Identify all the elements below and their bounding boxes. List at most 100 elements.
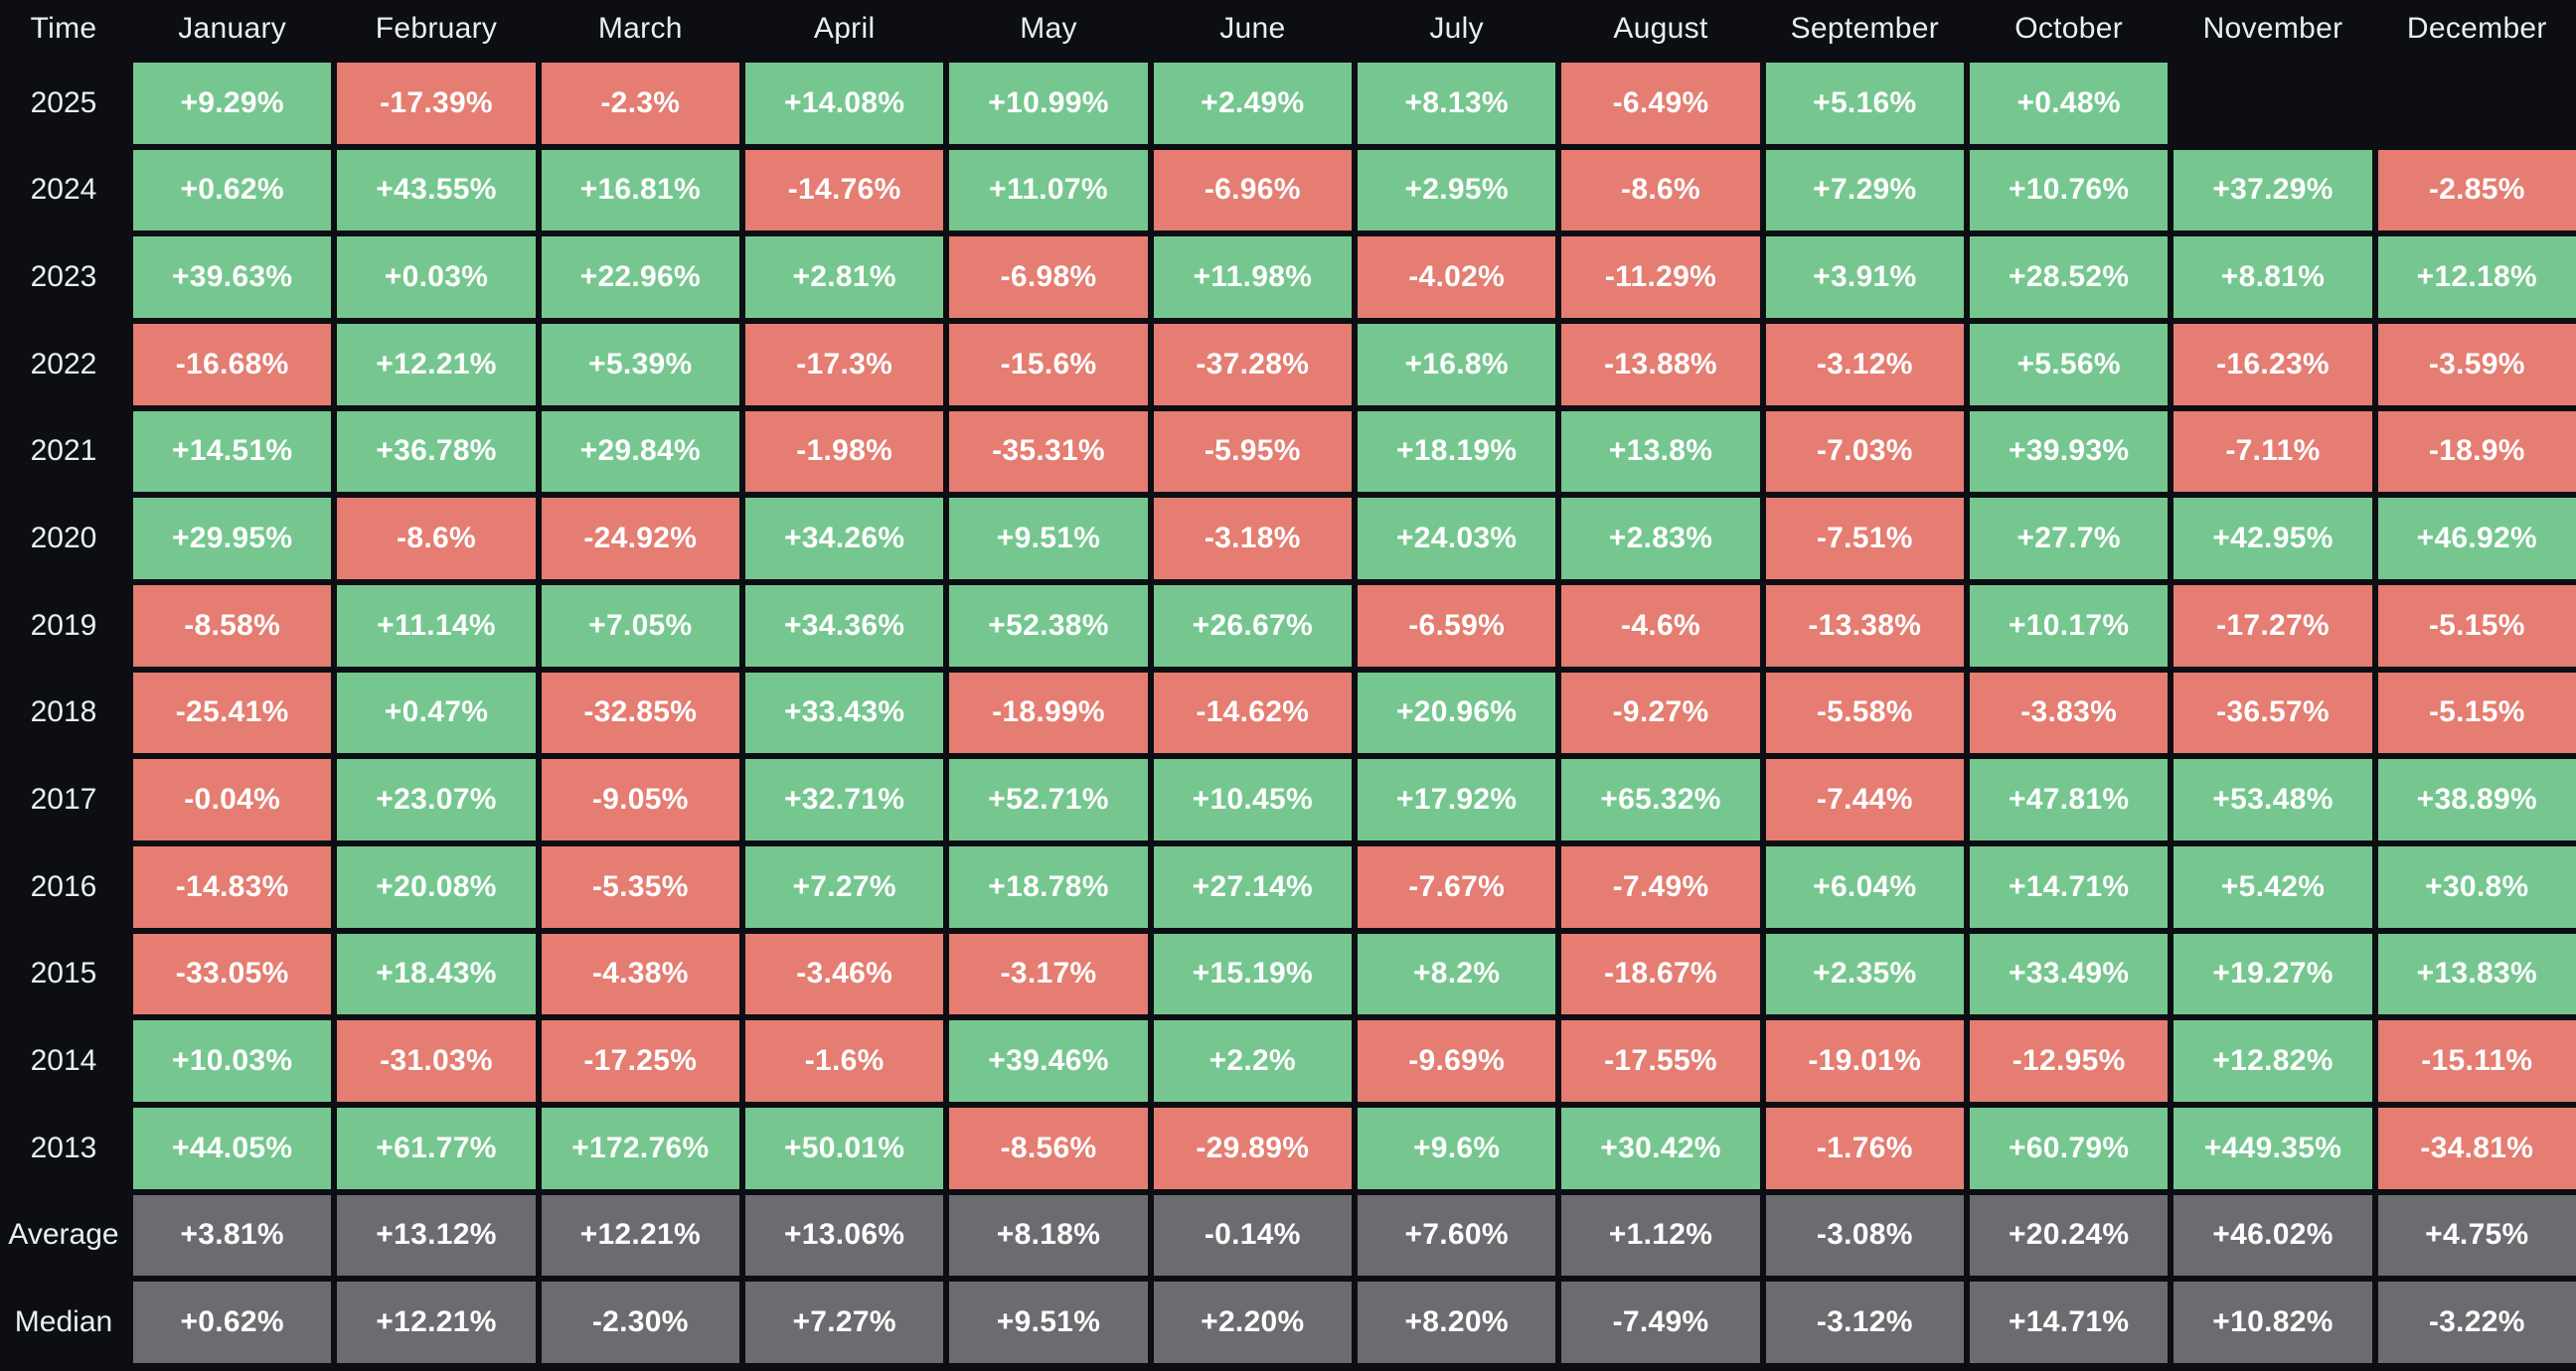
return-cell: -16.23%	[2174, 323, 2372, 405]
return-cell: -4.02%	[1357, 236, 1556, 318]
return-cell: +8.2%	[1357, 933, 1556, 1015]
month-column-header-february: February	[375, 11, 498, 45]
return-cell: +20.96%	[1357, 672, 1556, 754]
summary-return-cell: -7.49%	[1561, 1282, 1760, 1363]
return-cell: -7.44%	[1765, 759, 1964, 840]
summary-return-cell: +20.24%	[1969, 1194, 2169, 1277]
return-cell: -8.58%	[133, 584, 332, 667]
row-label-2017: 2017	[30, 783, 97, 817]
row-label-2019: 2019	[30, 608, 97, 642]
row-label-median: Median	[14, 1305, 113, 1339]
return-cell: +18.43%	[337, 933, 536, 1015]
return-cell: -25.41%	[133, 672, 332, 754]
return-cell: +172.76%	[541, 1107, 739, 1189]
return-cell: -7.51%	[1765, 498, 1964, 579]
return-cell: -14.76%	[744, 149, 944, 231]
return-cell: +15.19%	[1153, 933, 1352, 1015]
return-cell: +50.01%	[744, 1107, 944, 1189]
return-cell: +20.08%	[337, 845, 536, 928]
return-cell: +7.05%	[541, 584, 739, 667]
return-cell: +22.96%	[541, 236, 739, 318]
month-column-header-august: August	[1613, 11, 1708, 45]
return-cell: -5.95%	[1153, 410, 1352, 493]
month-column-header-april: April	[813, 11, 876, 45]
month-column-header-september: September	[1790, 11, 1940, 45]
return-cell: +53.48%	[2174, 759, 2372, 840]
summary-return-cell: -3.08%	[1765, 1194, 1964, 1277]
return-cell: +2.2%	[1153, 1020, 1352, 1102]
return-cell: -6.98%	[949, 236, 1148, 318]
return-cell: +10.45%	[1153, 759, 1352, 840]
return-cell: +34.36%	[744, 584, 944, 667]
return-cell: -6.96%	[1153, 149, 1352, 231]
summary-return-cell: +10.82%	[2174, 1282, 2372, 1363]
return-cell: -8.6%	[337, 498, 536, 579]
return-cell: -37.28%	[1153, 323, 1352, 405]
return-cell: -19.01%	[1765, 1020, 1964, 1102]
return-cell: +39.46%	[949, 1020, 1148, 1102]
return-cell: -14.83%	[133, 845, 332, 928]
return-cell: -18.67%	[1561, 933, 1760, 1015]
return-cell: +26.67%	[1153, 584, 1352, 667]
return-cell: -1.98%	[744, 410, 944, 493]
return-cell: +47.81%	[1969, 759, 2169, 840]
return-cell: +2.83%	[1561, 498, 1760, 579]
return-cell: +28.52%	[1969, 236, 2169, 318]
summary-return-cell: -2.30%	[541, 1282, 739, 1363]
month-column-header-july: July	[1429, 11, 1484, 45]
return-cell: -12.95%	[1969, 1020, 2169, 1102]
return-cell: -29.89%	[1153, 1107, 1352, 1189]
row-label-2018: 2018	[30, 695, 97, 729]
return-cell: +27.7%	[1969, 498, 2169, 579]
return-cell: -18.9%	[2377, 410, 2576, 493]
return-cell: +18.19%	[1357, 410, 1556, 493]
return-cell: -1.6%	[744, 1020, 944, 1102]
return-cell: -9.27%	[1561, 672, 1760, 754]
return-cell: +2.35%	[1765, 933, 1964, 1015]
return-cell: -11.29%	[1561, 236, 1760, 318]
return-cell: +34.26%	[744, 498, 944, 579]
return-cell: -16.68%	[133, 323, 332, 405]
return-cell: -13.38%	[1765, 584, 1964, 667]
return-cell: +12.18%	[2377, 236, 2576, 318]
return-cell: +10.17%	[1969, 584, 2169, 667]
return-cell: +44.05%	[133, 1107, 332, 1189]
return-cell: +13.83%	[2377, 933, 2576, 1015]
return-cell: +38.89%	[2377, 759, 2576, 840]
summary-return-cell: +8.20%	[1357, 1282, 1556, 1363]
return-cell: -6.59%	[1357, 584, 1556, 667]
return-cell: -0.04%	[133, 759, 332, 840]
summary-return-cell: +12.21%	[337, 1282, 536, 1363]
return-cell: -36.57%	[2174, 672, 2372, 754]
empty-cell	[2378, 63, 2576, 144]
return-cell: +46.92%	[2377, 498, 2576, 579]
return-cell: -15.6%	[949, 323, 1148, 405]
return-cell: +2.81%	[744, 236, 944, 318]
summary-return-cell: +9.51%	[949, 1282, 1148, 1363]
return-cell: +11.98%	[1153, 236, 1352, 318]
return-cell: +0.03%	[337, 236, 536, 318]
return-cell: -15.11%	[2377, 1020, 2576, 1102]
return-cell: +11.14%	[337, 584, 536, 667]
return-cell: +9.51%	[949, 498, 1148, 579]
return-cell: -5.35%	[541, 845, 739, 928]
summary-return-cell: +13.06%	[744, 1194, 944, 1277]
return-cell: +5.16%	[1765, 63, 1964, 144]
row-label-average: Average	[8, 1218, 119, 1252]
return-cell: -3.17%	[949, 933, 1148, 1015]
time-column-header: Time	[30, 11, 97, 45]
return-cell: +29.95%	[133, 498, 332, 579]
return-cell: +10.76%	[1969, 149, 2169, 231]
return-cell: -17.3%	[744, 323, 944, 405]
return-cell: +39.63%	[133, 236, 332, 318]
month-column-header-november: November	[2202, 11, 2343, 45]
row-label-2014: 2014	[30, 1044, 97, 1078]
month-column-header-january: January	[178, 11, 287, 45]
return-cell: +52.71%	[949, 759, 1148, 840]
return-cell: +65.32%	[1561, 759, 1760, 840]
return-cell: -2.3%	[541, 63, 739, 144]
return-cell: -3.46%	[744, 933, 944, 1015]
return-cell: -3.18%	[1153, 498, 1352, 579]
summary-return-cell: +2.20%	[1153, 1282, 1352, 1363]
